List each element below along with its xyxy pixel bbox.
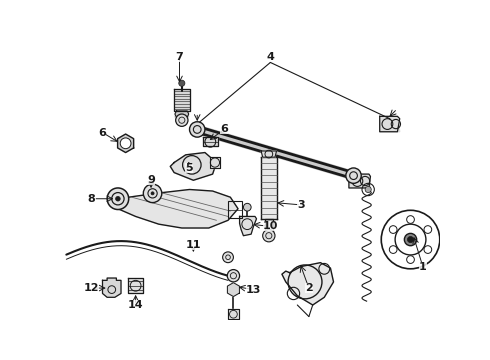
Polygon shape xyxy=(240,216,257,236)
Polygon shape xyxy=(203,137,218,147)
Polygon shape xyxy=(102,278,121,297)
Polygon shape xyxy=(128,278,143,293)
Circle shape xyxy=(176,114,188,126)
Circle shape xyxy=(390,246,397,253)
Text: 6: 6 xyxy=(220,125,228,134)
Text: 8: 8 xyxy=(88,194,96,204)
Circle shape xyxy=(116,197,120,201)
Circle shape xyxy=(222,252,233,263)
Polygon shape xyxy=(228,309,239,319)
Circle shape xyxy=(407,216,415,223)
Text: 13: 13 xyxy=(246,285,261,294)
Circle shape xyxy=(227,270,240,282)
Circle shape xyxy=(365,186,371,193)
Text: 1: 1 xyxy=(419,261,427,271)
Circle shape xyxy=(407,256,415,264)
Circle shape xyxy=(107,188,129,210)
Text: 7: 7 xyxy=(175,52,183,62)
Bar xyxy=(228,201,242,218)
Text: 10: 10 xyxy=(263,221,278,231)
Text: 11: 11 xyxy=(186,240,201,250)
Polygon shape xyxy=(118,189,238,228)
Circle shape xyxy=(190,122,205,137)
Circle shape xyxy=(120,138,131,149)
Polygon shape xyxy=(349,174,370,188)
Circle shape xyxy=(424,246,432,253)
Circle shape xyxy=(346,168,361,183)
Circle shape xyxy=(424,226,432,233)
Polygon shape xyxy=(171,153,217,180)
Circle shape xyxy=(179,80,185,86)
Polygon shape xyxy=(265,219,273,234)
Circle shape xyxy=(244,203,251,211)
Circle shape xyxy=(390,226,397,233)
Circle shape xyxy=(263,230,275,242)
Text: 3: 3 xyxy=(297,200,305,210)
Circle shape xyxy=(408,237,414,243)
Text: 5: 5 xyxy=(185,163,193,173)
Polygon shape xyxy=(261,151,276,157)
Polygon shape xyxy=(174,89,190,111)
Text: 9: 9 xyxy=(147,175,155,185)
Polygon shape xyxy=(380,116,400,132)
Text: 12: 12 xyxy=(84,283,99,293)
Circle shape xyxy=(404,233,416,246)
Circle shape xyxy=(151,192,154,195)
Polygon shape xyxy=(118,134,134,153)
Text: 6: 6 xyxy=(98,127,106,138)
Text: 14: 14 xyxy=(128,300,144,310)
Polygon shape xyxy=(282,263,334,305)
Polygon shape xyxy=(227,283,240,297)
Circle shape xyxy=(143,184,162,203)
Text: 4: 4 xyxy=(267,52,274,62)
Polygon shape xyxy=(175,111,189,117)
Polygon shape xyxy=(261,157,276,219)
Text: 2: 2 xyxy=(305,283,313,293)
Polygon shape xyxy=(210,157,221,168)
